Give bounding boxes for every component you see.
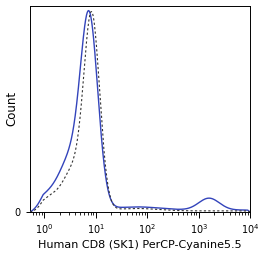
X-axis label: Human CD8 (SK1) PerCP-Cyanine5.5: Human CD8 (SK1) PerCP-Cyanine5.5 bbox=[38, 240, 242, 250]
Y-axis label: Count: Count bbox=[6, 91, 19, 126]
